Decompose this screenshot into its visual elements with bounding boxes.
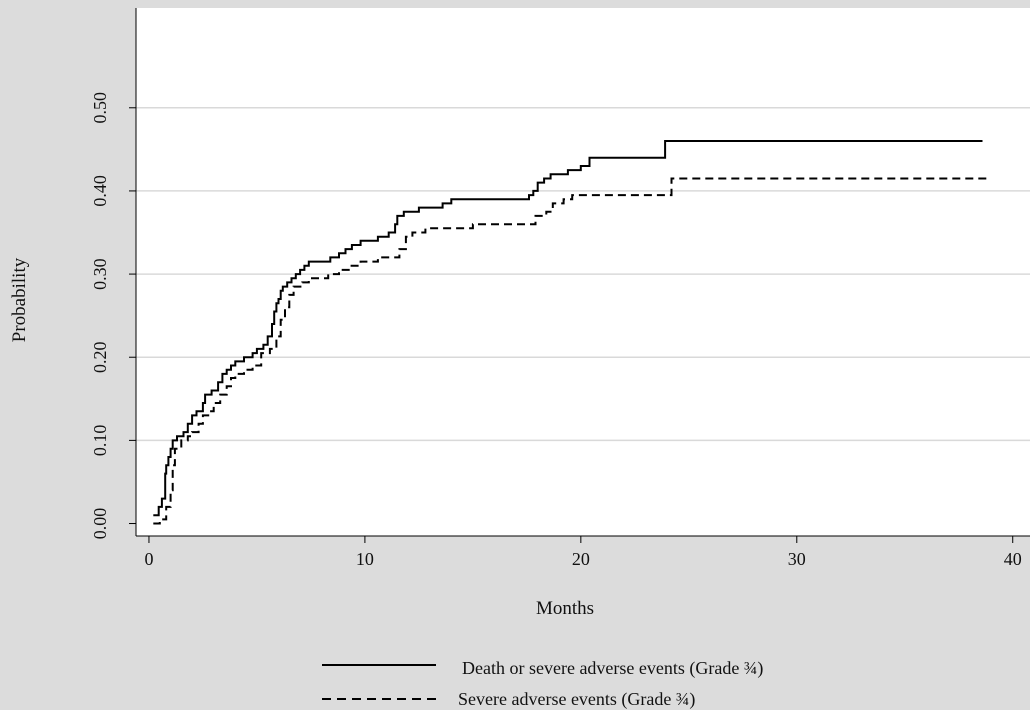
y-tick-label: 0.10: [90, 425, 110, 457]
legend-label-death-or-severe: Death or severe adverse events (Grade ¾): [462, 658, 763, 679]
legend: Death or severe adverse events (Grade ¾)…: [322, 658, 763, 710]
x-tick-label: 10: [356, 549, 374, 569]
x-tick-label: 20: [572, 549, 590, 569]
x-tick-label: 0: [144, 549, 153, 569]
y-axis-title: Probability: [9, 257, 30, 342]
y-tick-label: 0.40: [90, 175, 110, 207]
x-tick-label: 40: [1004, 549, 1022, 569]
plot-area: [136, 8, 1030, 536]
x-axis-ticks: 0 10 20 30 40: [144, 536, 1022, 569]
y-tick-label: 0.50: [90, 92, 110, 124]
series-line-death-or-severe: [153, 140, 983, 517]
y-tick-label: 0.30: [90, 258, 110, 290]
gridlines: [136, 107, 1030, 442]
legend-label-severe: Severe adverse events (Grade ¾): [458, 689, 695, 710]
series-lines: [153, 140, 992, 525]
x-axis-title: Months: [536, 598, 594, 619]
y-tick-label: 0.20: [90, 341, 110, 373]
y-axis-ticks: 0.00 0.10 0.20 0.30 0.40 0.50: [90, 92, 136, 539]
y-tick-label: 0.00: [90, 508, 110, 540]
series-line-severe: [153, 177, 992, 525]
x-tick-label: 30: [788, 549, 806, 569]
